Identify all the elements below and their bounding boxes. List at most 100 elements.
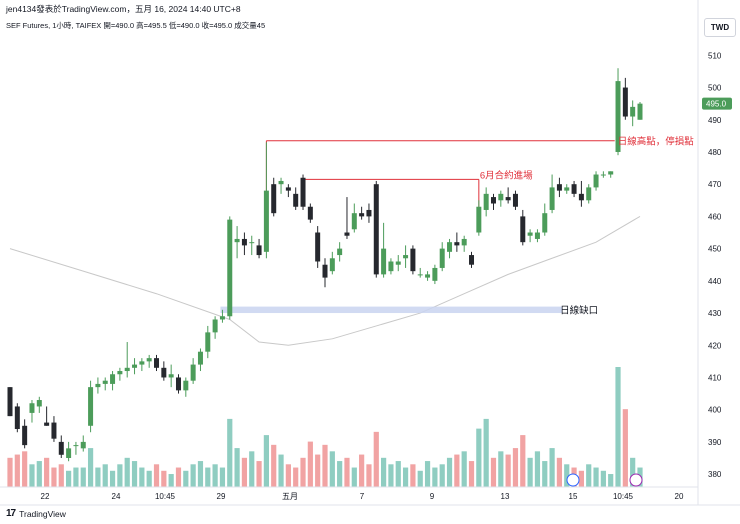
volume-bar (197, 461, 204, 487)
volume-bar (505, 454, 511, 487)
volume-bar (439, 464, 445, 487)
candle-body (7, 387, 13, 417)
candle-body (432, 267, 438, 281)
candle-body (615, 81, 621, 152)
candle-body (600, 174, 606, 176)
candle-body (608, 171, 614, 175)
volume-bar (293, 467, 299, 487)
candle-body (154, 358, 160, 368)
volume-bar (534, 451, 541, 487)
candle-body (146, 358, 152, 362)
volume-bar (556, 457, 563, 487)
price-tick-label: 460 (708, 212, 722, 221)
time-axis: 22 24 10:45 29 五月 7 9 13 15 10:45 20 (41, 473, 684, 501)
candle-body (578, 193, 584, 201)
candle-body (593, 174, 599, 188)
annotation-lines-layer (265, 140, 615, 214)
volume-bar (241, 457, 248, 487)
time-tick-label: 22 (41, 492, 50, 501)
candle-body (22, 425, 28, 446)
daily-gap-label: 日線缺口 (560, 304, 598, 316)
time-tick-label: 24 (112, 492, 121, 501)
time-tick-label: 10:45 (613, 492, 634, 501)
time-tick-label: 10:45 (155, 492, 176, 501)
candle-body (88, 387, 94, 426)
volume-bar (388, 464, 394, 487)
volume-bar (168, 474, 174, 487)
volume-bar (329, 451, 335, 487)
candle-body (249, 242, 255, 244)
price-tick-label: 410 (708, 373, 722, 382)
volume-bar (285, 464, 291, 487)
candle-body (322, 264, 328, 278)
dividend-marker-icon (629, 473, 643, 487)
volume-bar (424, 461, 431, 487)
volume-bar (44, 457, 50, 487)
volume-bar (564, 464, 570, 487)
candle-body (227, 219, 233, 317)
volume-bar (205, 467, 211, 487)
gap-zone-layer (220, 306, 563, 314)
candle-body (102, 380, 108, 384)
currency-button[interactable]: TWD (704, 18, 736, 37)
candle-body (417, 274, 423, 276)
volume-bar (307, 441, 313, 487)
candle-body (447, 242, 453, 252)
volume-bar (300, 457, 306, 487)
price-tick-label: 430 (708, 309, 722, 318)
candle-body (410, 248, 416, 272)
candle-body (205, 332, 211, 352)
volume-bar (381, 457, 387, 487)
candle-body (586, 187, 592, 201)
candle-body (490, 197, 496, 204)
daily-high-stop-label: 日線高點，停損點 (618, 136, 695, 148)
candle-body (110, 374, 116, 384)
last-price-label: 495.0 (706, 100, 727, 109)
candle-body (359, 213, 365, 217)
candle-body (439, 248, 445, 268)
candle-body (476, 206, 482, 233)
candle-body (241, 238, 247, 246)
price-tick-label: 400 (708, 406, 722, 415)
publisher-line: jen4134發表於TradingView.com，五月 16, 2024 14… (6, 4, 241, 14)
candle-body (219, 316, 225, 320)
candle-body (212, 319, 218, 333)
volume-bar (630, 457, 636, 487)
event-marker-icon (566, 473, 580, 487)
volume-bar (490, 457, 497, 487)
candle-body (197, 351, 203, 365)
time-tick-label: 9 (430, 492, 435, 501)
june-entry-label: 6月合約進場 (480, 169, 533, 181)
volume-bar (219, 467, 226, 487)
volume-layer (7, 367, 643, 487)
candle-body (300, 177, 306, 207)
volume-bar (58, 464, 64, 487)
volume-bar (366, 464, 372, 487)
volume-bar (139, 467, 145, 487)
candle-body (388, 261, 394, 272)
price-tick-label: 450 (708, 245, 722, 254)
price-tick-label: 510 (708, 51, 722, 60)
volume-bar (615, 367, 621, 487)
candle-body (395, 261, 401, 265)
volume-bar (461, 451, 467, 487)
candle-body (454, 242, 460, 246)
candle-body (263, 190, 269, 252)
volume-bar (527, 457, 533, 487)
time-tick-label: 五月 (282, 492, 298, 501)
candle-body (29, 403, 35, 413)
candle-body (564, 187, 570, 191)
volume-bar (359, 454, 365, 487)
candle-body (66, 448, 72, 459)
volume-bar (454, 454, 460, 487)
volume-bar (102, 464, 108, 487)
price-axis: 380 390 400 410 420 430 440 450 460 470 480 490 500 5… (702, 51, 732, 479)
volume-bar (483, 418, 489, 487)
candle-body (520, 216, 526, 243)
candle-body (630, 106, 636, 117)
candle-body (168, 374, 174, 378)
candle-body (139, 361, 145, 365)
volume-bar (542, 461, 548, 487)
